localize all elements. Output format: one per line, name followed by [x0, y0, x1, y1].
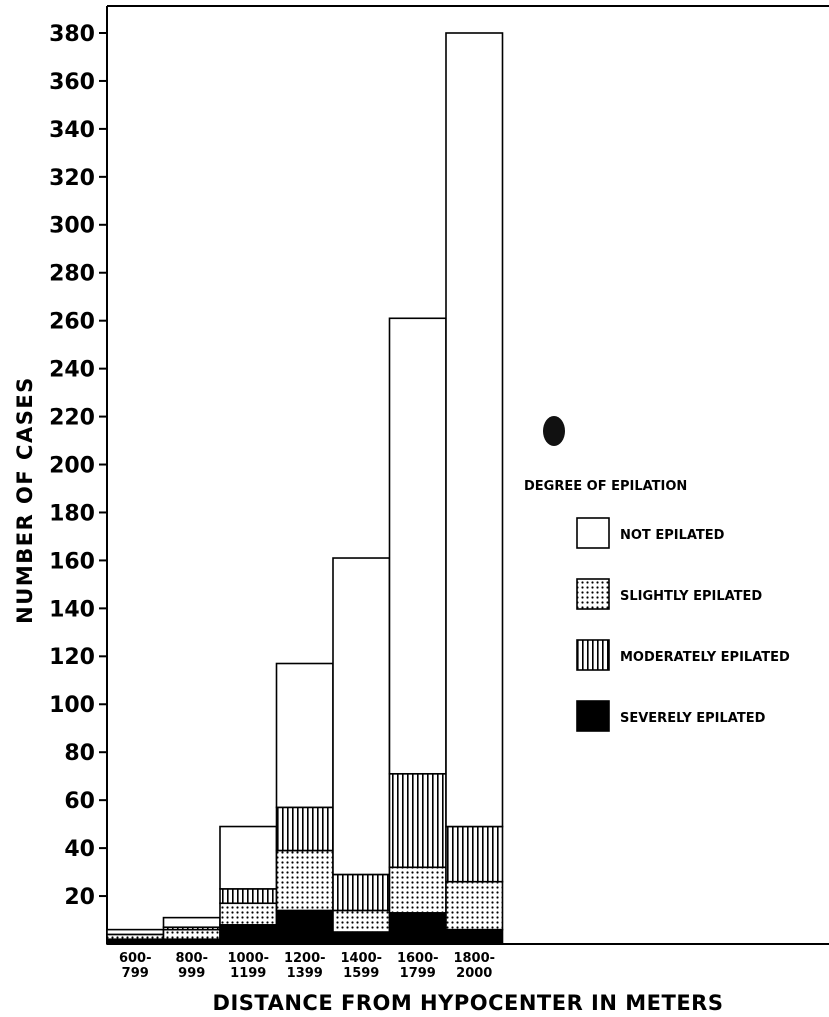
ink-blot-icon [543, 416, 565, 446]
y-axis-title: NUMBER OF CASES [13, 376, 37, 624]
y-tick-label-260: 260 [49, 310, 95, 335]
y-tick-label-240: 240 [49, 358, 95, 383]
y-tick-label-180: 180 [49, 501, 95, 526]
bar-segment-moderately-epilated-1200-1399 [275, 806, 334, 852]
x-axis-title: DISTANCE FROM HYPOCENTER IN METERS [213, 991, 724, 1015]
x-tick-label-800-999-line-1: 800- [175, 951, 208, 966]
y-tick-label-140: 140 [49, 597, 95, 622]
legend-swatch-slightly-epilated [576, 578, 610, 610]
y-tick-label-340: 340 [49, 118, 95, 143]
legend-title: DEGREE OF EPILATION [524, 479, 687, 494]
legend-label-not-epilated: NOT EPILATED [620, 528, 725, 543]
x-tick-label-1400-1599-line-2: 1599 [343, 966, 379, 981]
bars-layer [106, 32, 504, 945]
legend-label-severely-epilated: SEVERELY EPILATED [620, 711, 766, 726]
x-tick-label-1200-1399-line-1: 1200- [284, 951, 326, 966]
bar-segment-not-epilated-1800-2000 [445, 32, 504, 828]
y-tick-label-20: 20 [64, 885, 95, 910]
x-tick-label-1000-1199-line-1: 1000- [227, 951, 269, 966]
y-tick-label-380: 380 [49, 22, 95, 47]
y-tick-label-320: 320 [49, 166, 95, 191]
x-tick-label-1200-1399-line-2: 1399 [287, 966, 323, 981]
bar-segment-slightly-epilated-1800-2000 [445, 880, 504, 931]
bar-segment-not-epilated-1600-1799 [388, 317, 447, 775]
bar-segment-severely-epilated-1000-1199 [219, 924, 278, 945]
legend-swatch-not-epilated [576, 517, 610, 549]
bar-segment-not-epilated-1400-1599 [332, 557, 391, 876]
bar-segment-slightly-epilated-1600-1799 [388, 866, 447, 914]
y-tick-label-300: 300 [49, 214, 95, 239]
bar-segment-slightly-epilated-1200-1399 [275, 849, 334, 912]
bar-segment-severely-epilated-1400-1599 [332, 931, 391, 945]
legend-swatch-severely-epilated [576, 700, 610, 732]
bar-segment-moderately-epilated-1400-1599 [332, 873, 391, 912]
x-ticks-layer: 600-799 800-999 1000-1199 1200-1399 1400-159… [119, 951, 495, 981]
bar-segment-moderately-epilated-1800-2000 [445, 825, 504, 883]
x-tick-label-1000-1199-line-2: 1199 [230, 966, 266, 981]
bar-segment-not-epilated-1200-1399 [275, 662, 334, 809]
bar-segment-slightly-epilated-800-999 [162, 928, 221, 941]
legend: DEGREE OF EPILATION NOT EPILATED SLIGHTLY… [524, 479, 790, 732]
y-tick-label-60: 60 [64, 789, 95, 814]
bar-segment-moderately-epilated-1000-1199 [219, 888, 278, 905]
y-tick-label-40: 40 [64, 837, 95, 862]
legend-swatch-moderately-epilated [576, 639, 610, 671]
legend-label-moderately-epilated: MODERATELY EPILATED [620, 650, 790, 665]
x-tick-label-1800-2000-line-1: 1800- [453, 951, 495, 966]
bar-segment-severely-epilated-1600-1799 [388, 912, 447, 945]
y-tick-label-200: 200 [49, 453, 95, 478]
y-tick-label-160: 160 [49, 549, 95, 574]
legend-items: NOT EPILATED SLIGHTLY EPILATED MODERATELY … [576, 517, 790, 732]
legend-label-slightly-epilated: SLIGHTLY EPILATED [620, 589, 762, 604]
y-tick-label-360: 360 [49, 70, 95, 95]
bar-segment-not-epilated-800-999 [162, 916, 221, 929]
y-ticks-layer: 20 40 60 80 100 120 140 160 180 200 220 240 260 280 30… [49, 22, 107, 910]
x-tick-label-600-799-line-1: 600- [119, 951, 152, 966]
y-tick-label-120: 120 [49, 645, 95, 670]
y-tick-label-280: 280 [49, 262, 95, 287]
bar-segment-not-epilated-1000-1199 [219, 825, 278, 890]
bar-segment-not-epilated-600-799 [106, 928, 165, 936]
bar-segment-moderately-epilated-1600-1799 [388, 772, 447, 869]
bar-segment-severely-epilated-1800-2000 [445, 928, 504, 945]
x-tick-label-1600-1799-line-1: 1600- [397, 951, 439, 966]
x-tick-label-1600-1799-line-2: 1799 [400, 966, 436, 981]
bar-segment-slightly-epilated-1400-1599 [332, 909, 391, 933]
bar-segment-severely-epilated-1200-1399 [275, 909, 334, 945]
y-tick-label-80: 80 [64, 741, 95, 766]
y-tick-label-100: 100 [49, 693, 95, 718]
x-tick-label-1400-1599-line-1: 1400- [340, 951, 382, 966]
y-tick-label-220: 220 [49, 405, 95, 430]
x-tick-label-800-999-line-2: 999 [178, 966, 205, 981]
x-tick-label-600-799-line-2: 799 [122, 966, 149, 981]
x-tick-label-1800-2000-line-2: 2000 [456, 966, 492, 981]
bar-segment-slightly-epilated-1000-1199 [219, 902, 278, 926]
